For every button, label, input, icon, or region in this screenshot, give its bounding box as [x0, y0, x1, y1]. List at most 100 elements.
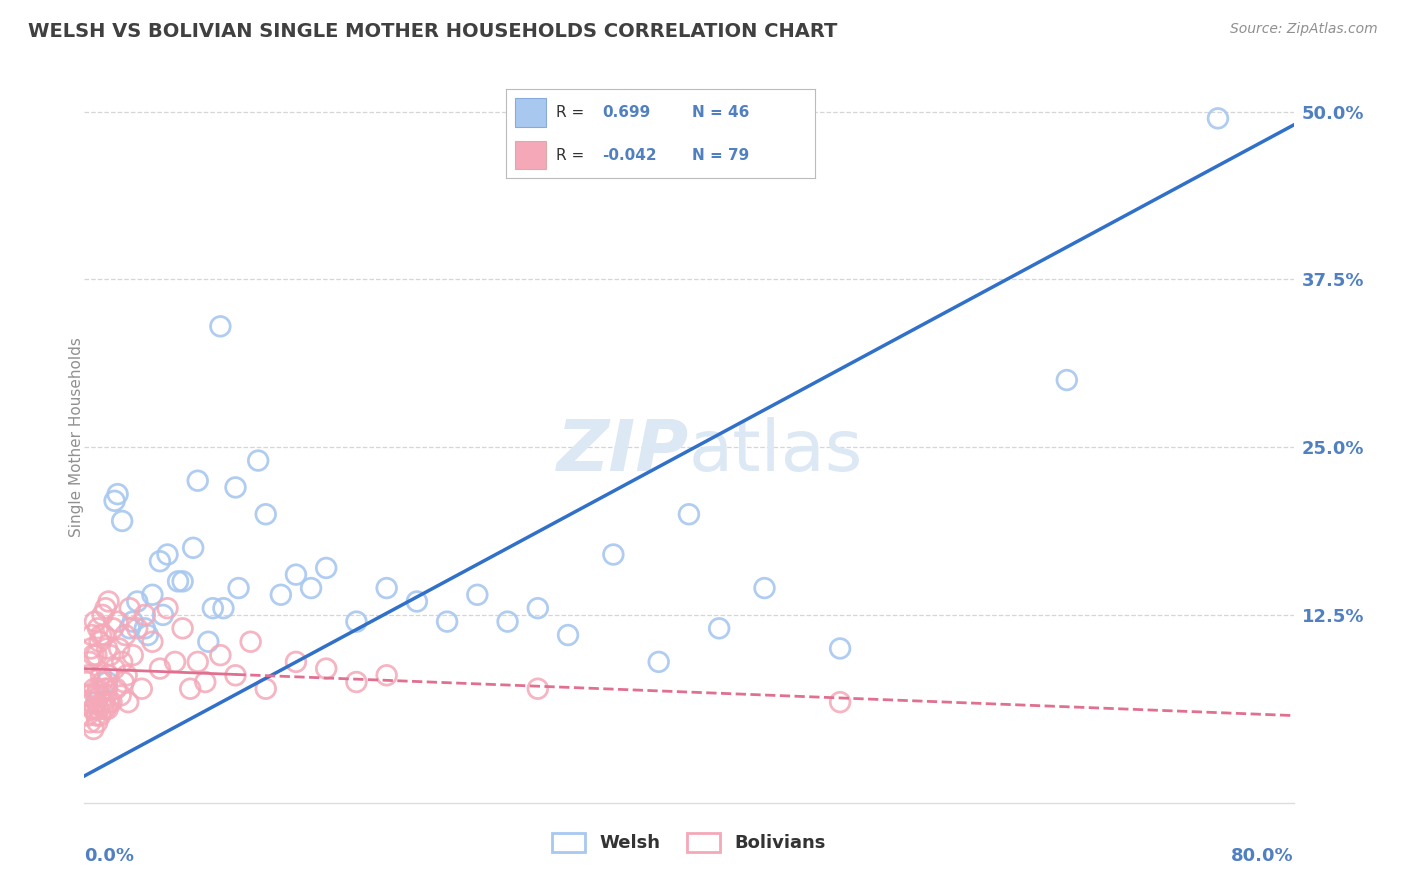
Point — [84, 702, 107, 716]
Point — [149, 662, 172, 676]
Point — [228, 581, 250, 595]
Point — [127, 594, 149, 608]
Point — [254, 681, 277, 696]
Point — [172, 574, 194, 589]
Text: 0.0%: 0.0% — [84, 847, 135, 864]
Point — [84, 689, 107, 703]
Text: Source: ZipAtlas.com: Source: ZipAtlas.com — [1230, 22, 1378, 37]
Y-axis label: Single Mother Households: Single Mother Households — [69, 337, 83, 537]
Point — [104, 493, 127, 508]
Point — [225, 668, 247, 682]
Point — [91, 607, 114, 622]
Point — [709, 621, 731, 635]
Point — [82, 722, 104, 736]
Point — [187, 655, 209, 669]
Point — [496, 615, 519, 629]
Point — [80, 641, 103, 656]
Point — [108, 641, 131, 656]
Point — [89, 708, 111, 723]
Point — [93, 695, 115, 709]
Text: 80.0%: 80.0% — [1230, 847, 1294, 864]
Point — [678, 508, 700, 522]
Point — [87, 702, 110, 716]
Point — [165, 655, 187, 669]
Point — [86, 695, 108, 709]
Point — [94, 601, 117, 615]
Point — [247, 453, 270, 467]
Point — [91, 675, 114, 690]
Point — [315, 561, 337, 575]
Point — [141, 634, 163, 648]
Point — [86, 708, 108, 723]
Point — [134, 621, 156, 635]
Point — [101, 621, 124, 635]
Point — [89, 689, 111, 703]
Point — [86, 648, 108, 662]
Text: R =: R = — [555, 148, 583, 162]
Point — [90, 668, 112, 682]
Point — [270, 588, 292, 602]
Point — [93, 628, 115, 642]
Point — [97, 594, 120, 608]
Point — [89, 634, 111, 648]
Point — [346, 615, 368, 629]
Point — [406, 594, 429, 608]
Point — [299, 581, 322, 595]
Point — [527, 681, 550, 696]
Point — [167, 574, 190, 589]
Text: R =: R = — [555, 105, 583, 120]
Point — [557, 628, 579, 642]
Point — [648, 655, 671, 669]
Point — [105, 681, 128, 696]
Point — [1206, 112, 1229, 126]
Point — [754, 581, 776, 595]
Point — [84, 615, 107, 629]
Point — [121, 615, 143, 629]
Point — [136, 628, 159, 642]
Point — [97, 702, 120, 716]
Point — [91, 702, 114, 716]
Point — [121, 648, 143, 662]
Point — [87, 621, 110, 635]
Point — [83, 681, 105, 696]
Point — [285, 655, 308, 669]
Point — [225, 480, 247, 494]
Point — [112, 675, 135, 690]
Point — [602, 548, 624, 562]
Point — [187, 474, 209, 488]
Point — [77, 689, 100, 703]
Point — [77, 668, 100, 682]
Point — [94, 702, 117, 716]
Point — [107, 615, 129, 629]
Point — [346, 675, 368, 690]
Point — [830, 641, 852, 656]
Point — [1056, 373, 1078, 387]
Point — [100, 695, 122, 709]
Point — [96, 689, 118, 703]
Point — [179, 681, 201, 696]
Point — [79, 715, 101, 730]
Point — [80, 695, 103, 709]
Point — [80, 628, 103, 642]
Point — [76, 708, 98, 723]
Point — [118, 621, 141, 635]
Point — [436, 615, 458, 629]
Text: -0.042: -0.042 — [602, 148, 657, 162]
Point — [79, 655, 101, 669]
Point — [181, 541, 204, 555]
Point — [209, 319, 232, 334]
Point — [254, 508, 277, 522]
Point — [134, 607, 156, 622]
Text: ZIP: ZIP — [557, 417, 689, 486]
Point — [830, 695, 852, 709]
Point — [156, 548, 179, 562]
Point — [149, 554, 172, 568]
Point — [82, 702, 104, 716]
Point — [141, 588, 163, 602]
Point — [194, 675, 217, 690]
Point — [527, 601, 550, 615]
Point — [375, 581, 398, 595]
Point — [82, 648, 104, 662]
Point — [94, 681, 117, 696]
Point — [115, 668, 138, 682]
